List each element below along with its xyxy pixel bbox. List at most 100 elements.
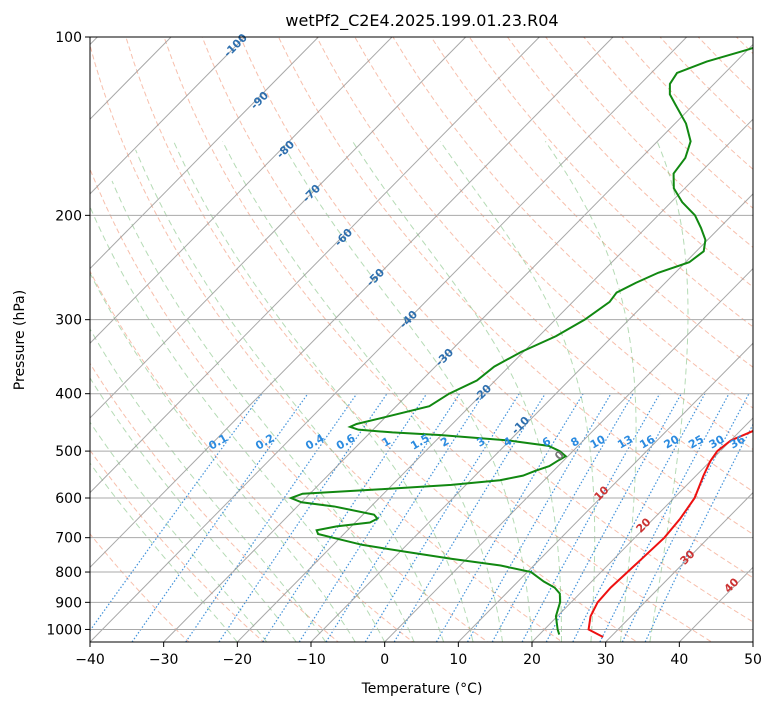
moist-adiabat (90, 462, 238, 642)
isotherm (90, 37, 246, 195)
mixing-ratio-label: 16 (637, 432, 657, 451)
dry-adiabat (201, 37, 753, 623)
mixing-ratio-line (131, 393, 309, 642)
y-tick-label: 600 (55, 491, 82, 507)
dry-adiabat-label: -60 (332, 226, 355, 249)
mixing-ratio-line (393, 393, 546, 642)
mixing-ratio-line (325, 393, 485, 642)
dry-adiabat (621, 37, 753, 170)
y-tick-label: 1000 (46, 622, 82, 638)
isotherm (90, 37, 393, 344)
x-tick-label: 20 (523, 652, 541, 668)
isotherm (163, 43, 753, 642)
y-tick-label: 700 (55, 531, 82, 547)
x-tick-label: −10 (296, 652, 326, 668)
x-tick-label: −40 (75, 652, 105, 668)
y-tick-label: 800 (55, 565, 82, 581)
y-axis: 100 200 300 400 500 600 700 800 900 1000 (46, 30, 90, 638)
isotherm (678, 566, 753, 642)
isotherm (90, 37, 688, 642)
background-reference-lines (90, 0, 775, 654)
dry-adiabat (430, 37, 753, 368)
dry-adiabat (125, 37, 638, 642)
x-axis: −40 −30 −20 −10 0 10 20 30 40 50 (75, 642, 762, 668)
isotherm (90, 37, 614, 569)
grid-lines (90, 37, 753, 642)
plot-frame (89, 36, 754, 643)
isotherm (90, 37, 540, 494)
isotherm (531, 417, 753, 642)
mixing-ratio-line (435, 393, 584, 642)
dry-adiabat-label: 40 (722, 575, 742, 595)
dry-adiabat (163, 37, 713, 642)
y-tick-label: 300 (55, 313, 82, 329)
dry-adiabat (544, 37, 753, 249)
x-tick-label: 30 (597, 652, 615, 668)
isotherm (457, 342, 753, 642)
series-line-2 (288, 46, 753, 635)
x-tick-label: 10 (449, 652, 467, 668)
x-tick-label: −30 (149, 652, 179, 668)
dry-adiabat-label: -90 (248, 89, 271, 112)
y-axis-title: Pressure (hPa) (12, 290, 28, 390)
isotherm (384, 267, 753, 642)
moist-adiabat (111, 180, 415, 642)
dry-adiabat (735, 37, 753, 55)
y-tick-label: 400 (55, 387, 82, 403)
dry-adiabat (583, 37, 753, 209)
mixing-ratio-line (298, 393, 461, 642)
dry-adiabat (90, 167, 489, 642)
dry-adiabat (90, 362, 339, 642)
dry-adiabat-label: 30 (678, 547, 698, 567)
x-tick-label: 40 (670, 652, 688, 668)
isotherm (605, 491, 753, 642)
dry-adiabat (277, 37, 753, 535)
mixing-ratio-line (364, 393, 520, 642)
y-tick-label: 100 (55, 30, 82, 46)
dry-adiabat (506, 37, 753, 288)
mixing-ratio-line (572, 393, 706, 642)
x-tick-label: 0 (380, 652, 389, 668)
x-tick-label: −20 (223, 652, 253, 668)
mixing-ratio-line (491, 393, 634, 642)
dry-adiabat-label: 20 (634, 515, 654, 535)
dry-adiabat (690, 0, 775, 654)
isotherm (90, 37, 467, 419)
x-axis-title: Temperature (°C) (361, 681, 483, 697)
series-layer (288, 46, 753, 638)
dry-adiabat-label: -80 (274, 138, 297, 161)
mixing-ratio-label: 25 (686, 433, 706, 452)
isotherm (90, 37, 319, 270)
moist-adiabat (90, 327, 327, 642)
moist-adiabat (439, 141, 596, 642)
dry-adiabat-label: 10 (592, 483, 612, 503)
mixing-ratio-line (644, 423, 753, 642)
x-tick-label: 50 (744, 652, 762, 668)
moist-adiabat (90, 421, 268, 642)
mixing-ratio-line (545, 393, 682, 642)
mixing-ratio-line (218, 393, 388, 642)
y-tick-label: 500 (55, 444, 82, 460)
mixing-ratio-label: 1 (380, 435, 393, 450)
dry-adiabat (90, 43, 564, 642)
moist-adiabat (90, 377, 297, 642)
mixing-ratio-line (599, 393, 730, 642)
moist-adiabat (90, 205, 386, 642)
moist-adiabat (90, 272, 356, 642)
y-tick-label: 200 (55, 208, 82, 224)
isotherm (236, 118, 753, 642)
mixing-ratio-label: 30 (707, 432, 727, 451)
mixing-ratio-line (621, 393, 750, 642)
mixing-ratio-label: 10 (588, 432, 608, 451)
dry-adiabat (759, 0, 775, 654)
mixing-ratio-line (262, 393, 428, 642)
dry-adiabat (90, 270, 414, 642)
dry-adiabat (90, 449, 265, 642)
moist-adiabat (280, 141, 533, 642)
mixing-ratio-label: 0.4 (303, 431, 327, 452)
dry-adiabat-label: -100 (221, 31, 250, 60)
mixing-ratio-line (466, 393, 612, 642)
chart-title: wetPf2_C2E4.2025.199.01.23.R04 (285, 11, 558, 31)
dry-adiabat-label: -10 (509, 414, 532, 437)
